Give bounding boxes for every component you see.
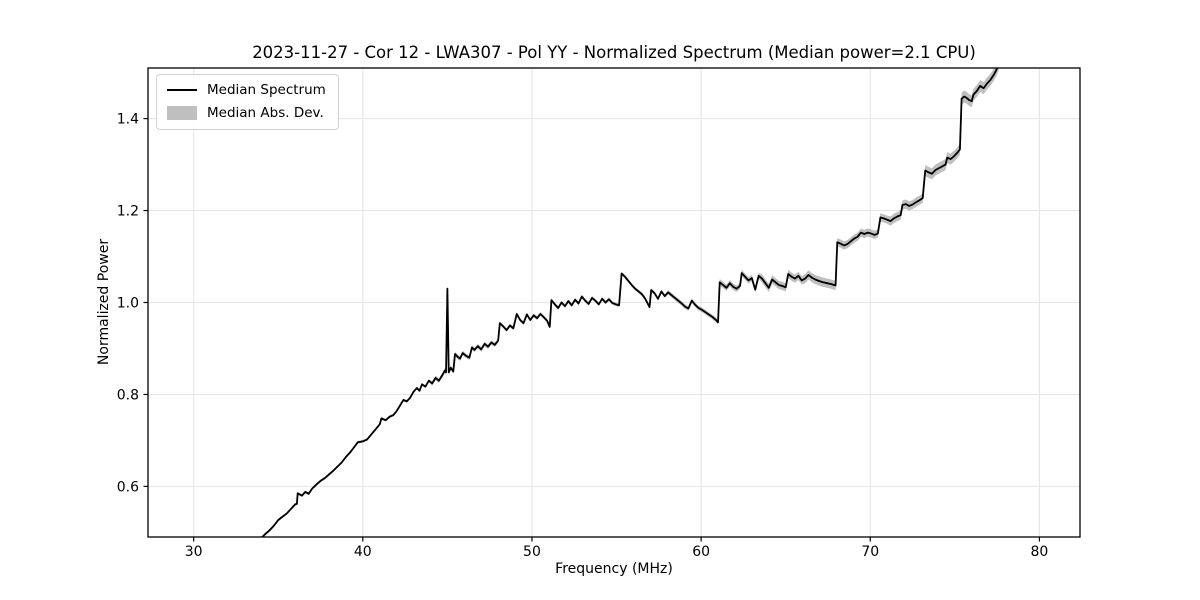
legend-item-median-spectrum: Median Spectrum — [167, 82, 326, 98]
y-tick-label: 1.4 — [117, 112, 139, 128]
x-tick-label: 70 — [861, 544, 879, 560]
y-axis-label: Normalized Power — [96, 238, 112, 366]
legend-label: Median Abs. Dev. — [207, 105, 324, 121]
spectrum-line — [260, 68, 999, 537]
legend-patch-sample — [167, 106, 197, 120]
x-tick-label: 40 — [354, 544, 372, 560]
chart-title: 2023-11-27 - Cor 12 - LWA307 - Pol YY - … — [252, 43, 976, 62]
legend-line-sample — [167, 89, 197, 91]
x-tick-label: 60 — [692, 544, 710, 560]
y-tick-label: 1.0 — [117, 296, 139, 312]
x-tick-label: 80 — [1030, 544, 1048, 560]
legend-item-median-abs-dev: Median Abs. Dev. — [167, 105, 326, 121]
mad-band — [261, 68, 999, 537]
legend-label: Median Spectrum — [207, 82, 326, 98]
x-axis-label: Frequency (MHz) — [555, 561, 673, 577]
y-tick-label: 1.2 — [117, 204, 139, 220]
x-tick-label: 50 — [523, 544, 541, 560]
x-tick-label: 30 — [185, 544, 203, 560]
y-tick-label: 0.8 — [117, 387, 139, 403]
y-tick-label: 0.6 — [117, 479, 139, 495]
legend-box: Median Spectrum Median Abs. Dev. — [156, 74, 339, 130]
